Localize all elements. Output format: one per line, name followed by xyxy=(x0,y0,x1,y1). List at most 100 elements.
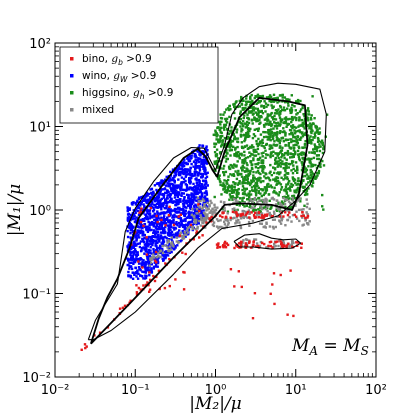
wino-point xyxy=(185,188,188,192)
higgsino-point xyxy=(321,159,324,163)
wino-point xyxy=(145,215,148,218)
wino-point xyxy=(165,218,168,222)
higgsino-point xyxy=(270,132,274,135)
higgsino-point xyxy=(321,205,324,208)
wino-point xyxy=(157,237,161,240)
wino-point xyxy=(159,204,163,208)
bino-point xyxy=(144,283,148,287)
wino-point xyxy=(173,228,176,231)
higgsino-point xyxy=(309,168,312,172)
higgsino-point xyxy=(295,143,298,147)
wino-point xyxy=(160,221,163,225)
higgsino-point xyxy=(290,161,294,165)
higgsino-point xyxy=(280,186,284,189)
higgsino-point xyxy=(273,186,276,189)
mixed-point xyxy=(264,207,267,211)
wino-point xyxy=(137,257,140,261)
wino-point xyxy=(178,198,181,201)
higgsino-point xyxy=(305,183,308,186)
wino-point xyxy=(146,242,150,245)
mixed-point xyxy=(247,209,251,212)
wino-point xyxy=(177,178,180,181)
higgsino-point xyxy=(279,104,282,108)
mixed-point xyxy=(231,208,234,211)
bino-point xyxy=(302,214,305,217)
wino-point xyxy=(160,208,163,211)
wino-point xyxy=(172,214,175,217)
wino-point xyxy=(135,275,138,278)
bino-point xyxy=(270,215,274,218)
higgsino-point xyxy=(260,152,263,155)
wino-point xyxy=(137,221,140,224)
mixed-point xyxy=(155,256,159,259)
wino-point xyxy=(136,209,139,213)
wino-point xyxy=(149,235,153,239)
wino-point xyxy=(174,210,177,214)
higgsino-point xyxy=(244,181,247,185)
higgsino-point xyxy=(237,169,240,173)
higgsino-point xyxy=(297,155,301,159)
wino-point xyxy=(174,232,178,235)
bino-point xyxy=(149,206,153,210)
higgsino-point xyxy=(213,168,216,171)
higgsino-point xyxy=(262,106,266,109)
mixed-point xyxy=(195,212,198,215)
mixed-point xyxy=(259,205,263,208)
mixed-point xyxy=(150,261,153,264)
higgsino-point xyxy=(265,153,268,156)
wino-point xyxy=(201,162,204,165)
higgsino-point xyxy=(291,160,295,163)
mixed-point xyxy=(264,226,267,229)
higgsino-point xyxy=(262,123,266,127)
higgsino-point xyxy=(282,178,285,181)
wino-point xyxy=(171,168,175,171)
wino-point xyxy=(184,171,187,174)
wino-point xyxy=(156,222,159,225)
mixed-point xyxy=(291,196,294,200)
higgsino-point xyxy=(290,106,293,110)
wino-point xyxy=(145,217,149,221)
wino-point xyxy=(136,242,140,245)
wino-point xyxy=(144,271,147,274)
mixed-point xyxy=(226,218,229,221)
higgsino-point xyxy=(219,183,222,187)
wino-point xyxy=(179,200,182,203)
mixed-point xyxy=(182,236,185,239)
wino-point xyxy=(180,192,184,195)
wino-point xyxy=(136,225,140,228)
bino-point xyxy=(141,266,144,269)
higgsino-point xyxy=(267,129,270,132)
higgsino-point xyxy=(251,189,254,192)
bino-point xyxy=(80,348,83,351)
wino-point xyxy=(203,167,206,170)
mixed-point xyxy=(190,213,194,217)
wino-point xyxy=(152,231,155,235)
higgsino-point xyxy=(224,143,227,147)
higgsino-point xyxy=(244,122,247,126)
wino-point xyxy=(187,196,190,200)
wino-point xyxy=(183,214,186,217)
wino-point xyxy=(128,267,131,270)
wino-point xyxy=(166,254,170,257)
bino-point xyxy=(197,203,200,206)
higgsino-point xyxy=(245,167,248,170)
higgsino-point xyxy=(296,98,300,102)
higgsino-point xyxy=(236,140,239,143)
higgsino-point xyxy=(279,120,283,123)
wino-point xyxy=(203,196,206,200)
legend-entry-wino: wino, gW >0.9 xyxy=(82,70,156,84)
wino-point xyxy=(144,269,148,272)
mixed-point xyxy=(232,197,236,201)
higgsino-point xyxy=(258,115,261,119)
higgsino-point xyxy=(259,133,263,136)
bino-point xyxy=(253,216,257,219)
higgsino-point xyxy=(323,145,326,148)
bino-point xyxy=(292,314,295,318)
higgsino-point xyxy=(283,174,287,177)
higgsino-point xyxy=(236,145,239,149)
higgsino-point xyxy=(299,99,302,103)
wino-point xyxy=(147,220,150,224)
wino-point xyxy=(182,168,186,171)
higgsino-point xyxy=(252,170,255,174)
wino-point xyxy=(189,207,192,211)
